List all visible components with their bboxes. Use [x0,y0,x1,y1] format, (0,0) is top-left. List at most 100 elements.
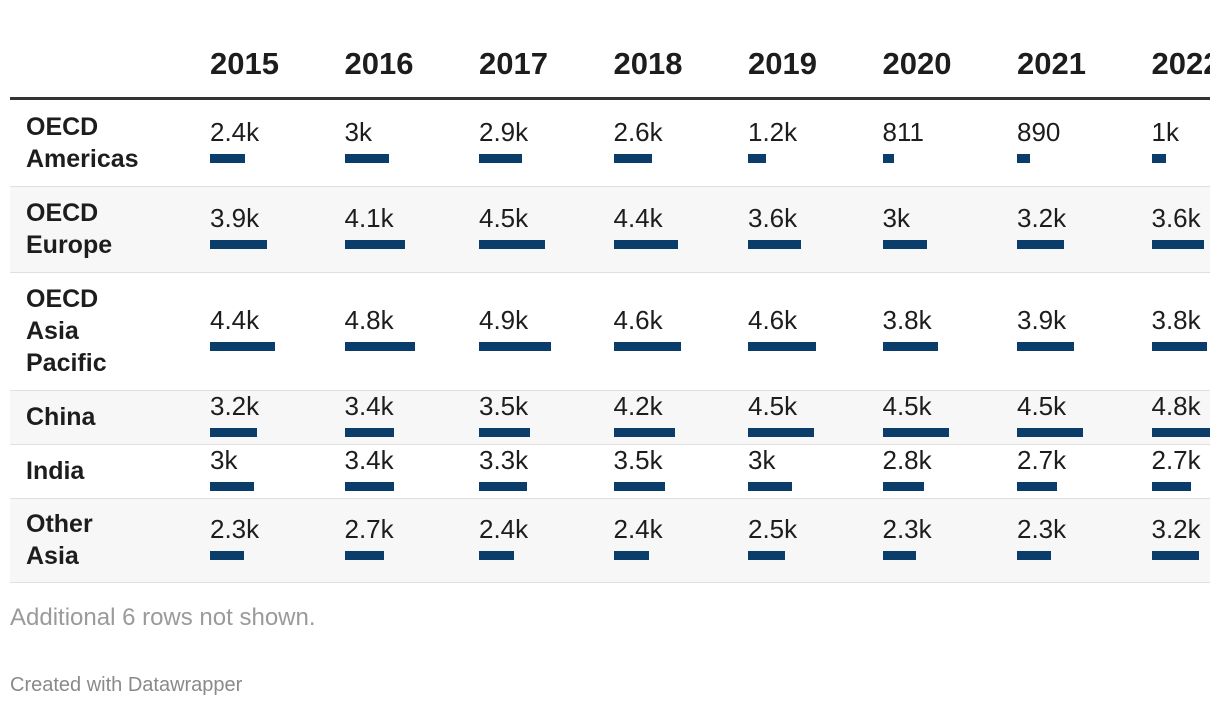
table-row: China 3.2k 3.4k 3.5k 4.2k 4.5k 4.5k 4.5k 4.8k [10,391,1210,445]
cell-value: 2.3k [210,514,260,544]
cell-value: 811 [882,116,924,147]
row-label: OECD Americas [26,111,139,175]
row-label: China [26,401,95,433]
value-bar [1017,342,1075,351]
cell-value: 2.8k [882,445,932,475]
value-bar [1151,342,1208,351]
table-row: OECD Americas 2.4k 3k 2.9k 2.6k 1.2k 811 890 1k [10,100,1210,187]
cell-value: 4.1k [344,203,394,233]
value-bar [1017,153,1031,163]
cell-value: 3k [344,116,372,147]
cell-value: 4.6k [613,305,663,335]
value-bar [882,551,917,560]
datawrapper-credit: Created with Datawrapper [10,674,243,696]
cell-value: 3.2k [1151,514,1201,544]
value-bar [1151,153,1167,163]
row-label-line: Other [26,510,93,538]
value-bar [210,482,255,491]
column-header-2019: 2019 [748,46,817,81]
value-bar [344,428,395,437]
value-bar [210,428,258,437]
cell-value: 4.4k [613,203,663,233]
value-bar [748,428,815,437]
cell-value: 3k [748,445,776,475]
table-row: OECD Asia Pacific 4.4k 4.8k 4.9k 4.6k 4.6k 3.8k 3… [10,273,1210,391]
cell-value: 4.5k [479,203,529,233]
table-header: 2015 2016 2017 2018 2019 2020 2021 2022 [10,0,1210,100]
cell-value: 4.8k [1151,391,1201,421]
cell-value: 4.8k [344,305,394,335]
column-header-2015: 2015 [210,46,279,81]
cell-value: 2.3k [882,514,932,544]
cell-value: 2.7k [344,514,394,544]
cell-value: 2.4k [210,116,260,147]
row-label-line: China [26,403,96,431]
column-header-2018: 2018 [613,46,683,81]
value-bar [1017,551,1051,560]
value-bar [613,240,679,249]
value-bar [344,153,389,163]
rows-not-shown-note: Additional 6 rows not shown. [10,604,316,631]
cell-value: 2.7k [1017,445,1067,475]
value-bar [1151,482,1192,491]
cell-value: 3k [882,203,910,233]
cell-value: 3.9k [1017,305,1067,335]
value-bar [1151,551,1199,560]
row-label-line: OECD [26,199,99,227]
row-label-line: Europe [26,231,113,259]
cell-value: 2.4k [479,514,529,544]
table-row: OECD Europe 3.9k 4.1k 4.5k 4.4k 3.6k 3k 3.2k 3.6k [10,187,1210,273]
row-label-line: OECD [26,285,99,313]
value-bar [613,551,649,560]
column-header-2021: 2021 [1017,46,1086,81]
value-bar [344,482,395,491]
column-header-2020: 2020 [882,46,952,81]
cell-value: 3.6k [748,203,798,233]
cell-value: 4.6k [748,305,798,335]
column-header-2016: 2016 [344,46,414,81]
cell-value: 3.2k [210,391,260,421]
table-row: India 3k 3.4k 3.3k 3.5k 3k 2.8k 2.7k 2.7k [10,445,1210,499]
cell-value: 3.4k [344,445,394,475]
row-label: OECD Europe [26,197,112,261]
cell-value: 3.8k [882,305,932,335]
value-bar [479,428,531,437]
value-bar [1017,428,1084,437]
value-bar [748,153,766,163]
value-bar [344,342,416,351]
value-bar [1151,428,1210,437]
value-bar [882,240,927,249]
cell-value: 890 [1017,116,1061,147]
value-bar [882,342,939,351]
cell-value: 3.3k [479,445,529,475]
cell-value: 4.5k [1017,391,1067,421]
value-bar [613,428,676,437]
value-bar [479,240,546,249]
value-bar [479,482,528,491]
value-bar [344,240,405,249]
value-bar [210,342,275,351]
cell-value: 3.8k [1151,305,1201,335]
row-label-line: Asia [26,542,79,570]
cell-value: 2.6k [613,116,663,147]
cell-value: 2.9k [479,116,529,147]
row-label-line: Americas [26,144,139,173]
cell-value: 3.9k [210,203,260,233]
row-label: Other Asia [26,508,93,572]
row-label-line: Pacific [26,349,107,377]
value-bar [479,551,515,560]
value-bar [613,342,682,351]
value-bar [210,551,244,560]
value-bar [479,342,551,351]
value-bar [748,482,793,491]
row-label-line: India [26,457,85,485]
value-bar [748,240,801,249]
data-table: 2015 2016 2017 2018 2019 2020 2021 2022 OECD Ame… [10,0,1210,585]
value-bar [748,551,785,560]
cell-value: 3.6k [1151,203,1201,233]
row-label: India [26,455,84,487]
cell-value: 2.7k [1151,445,1201,475]
cell-value: 3k [210,445,238,475]
value-bar [344,551,385,560]
value-bar [613,482,665,491]
